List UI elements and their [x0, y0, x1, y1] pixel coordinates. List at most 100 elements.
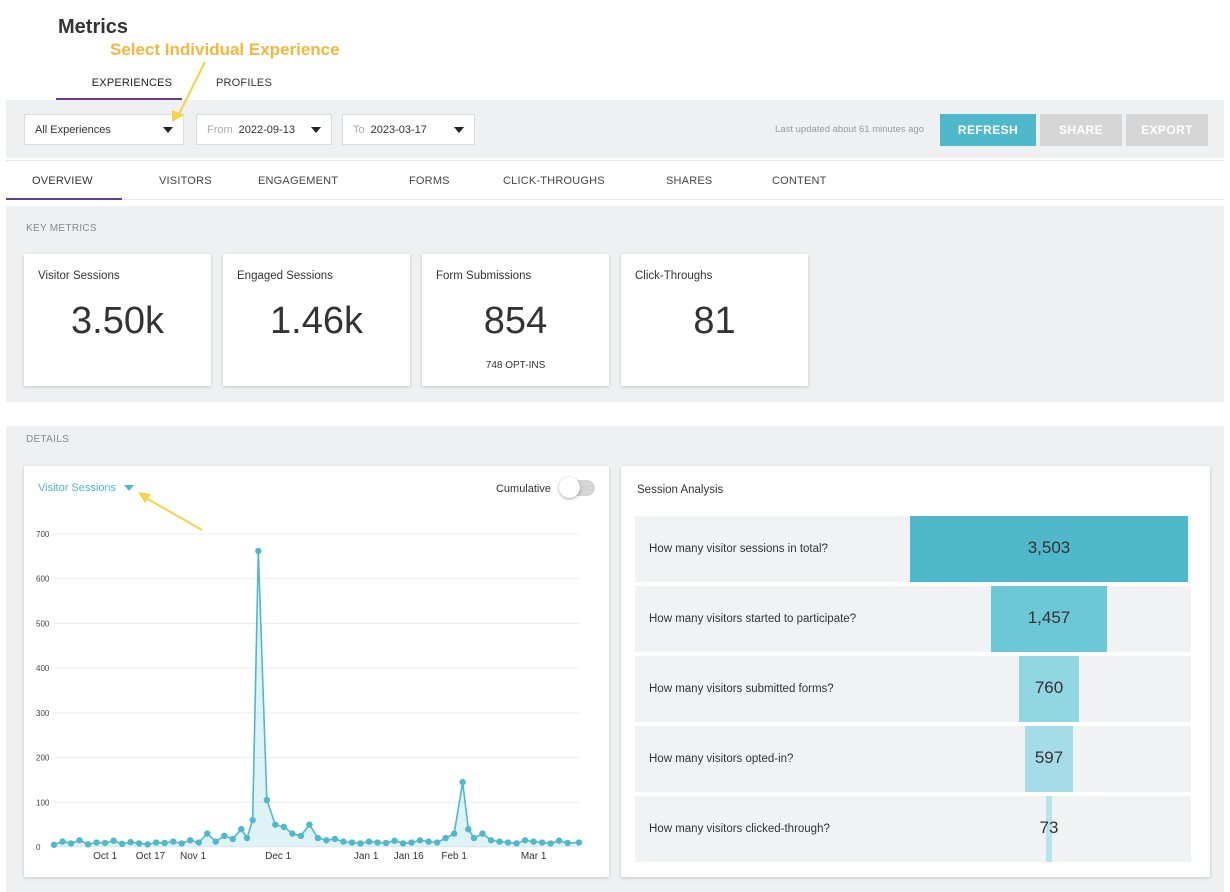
- data-point: [575, 839, 583, 846]
- x-tick-label: Oct 1: [93, 851, 117, 862]
- metric-card-engaged-sessions: Engaged Sessions 1.46k: [223, 254, 410, 386]
- chevron-down-icon: [311, 127, 321, 133]
- chevron-down-icon: [454, 127, 464, 133]
- session-question: How many visitor sessions in total?: [649, 543, 828, 555]
- y-tick-label: 700: [36, 530, 50, 539]
- x-tick-label: Mar 1: [521, 851, 547, 862]
- metric-sub-value: 748 OPT-INS: [485, 360, 546, 371]
- tab-content[interactable]: CONTENT: [772, 175, 827, 187]
- data-point: [504, 839, 512, 846]
- annotation-label: Select Individual Experience: [110, 40, 340, 59]
- data-point: [127, 838, 134, 846]
- data-point: [221, 832, 228, 840]
- y-tick-label: 100: [36, 798, 50, 807]
- tab-engagement[interactable]: ENGAGEMENT: [258, 175, 339, 187]
- tab-shares[interactable]: SHARES: [666, 175, 713, 187]
- chart-metric-value: Visitor Sessions: [38, 482, 117, 494]
- session-analysis-row: How many visitors started to participate…: [635, 586, 1191, 652]
- to-label: To: [353, 123, 365, 136]
- data-point: [442, 834, 449, 842]
- metric-label: Visitor Sessions: [38, 270, 120, 282]
- export-button[interactable]: EXPORT: [1126, 114, 1208, 146]
- from-date-value: 2022-09-13: [238, 123, 295, 136]
- data-point: [399, 840, 407, 847]
- session-analysis-row: How many visitors clicked-through? 73: [635, 796, 1191, 862]
- y-tick-label: 400: [36, 664, 50, 673]
- session-value: 3,503: [1027, 538, 1071, 557]
- details-section: DETAILS 0 100 200 300 400 500 600 700 Oct 1 Oct 1…: [6, 426, 1224, 892]
- data-point: [178, 840, 185, 847]
- to-date-select[interactable]: To 2023-03-17: [342, 114, 475, 145]
- data-point: [93, 839, 100, 846]
- session-analysis-row: How many visitors submitted forms? 760: [635, 656, 1191, 722]
- data-point: [323, 837, 330, 844]
- x-tick-label: Dec 1: [265, 851, 292, 862]
- data-point: [564, 839, 571, 847]
- data-point: [538, 839, 546, 846]
- tab-overview[interactable]: OVERVIEW: [32, 175, 93, 187]
- metric-value: 81: [693, 300, 736, 342]
- tab-click-throughs[interactable]: CLICK-THROUGHS: [503, 175, 605, 187]
- refresh-button[interactable]: REFRESH: [940, 114, 1036, 146]
- data-point: [249, 816, 256, 824]
- metric-card-click-throughs: Click-Throughs 81: [621, 254, 808, 386]
- data-point: [144, 841, 151, 848]
- key-metrics-label: KEY METRICS: [26, 223, 97, 234]
- session-question: How many visitors submitted forms?: [649, 683, 834, 695]
- session-value: 73: [1039, 818, 1059, 837]
- data-point: [110, 837, 117, 844]
- metrics-tabs: OVERVIEW VISITORS ENGAGEMENT FORMS CLICK…: [6, 160, 1224, 200]
- data-point: [433, 839, 441, 846]
- data-point: [416, 837, 424, 844]
- visitor-sessions-chart-card: 0 100 200 300 400 500 600 700 Oct 1 Oct 17 Nov 1 De…: [24, 466, 609, 877]
- data-point: [513, 840, 520, 847]
- session-analysis-row: How many visitor sessions in total? 3,503: [635, 516, 1191, 582]
- data-point: [496, 838, 503, 845]
- data-point: [289, 830, 296, 837]
- tab-profiles[interactable]: PROFILES: [216, 77, 273, 89]
- experience-select[interactable]: All Experiences: [24, 114, 184, 145]
- data-point: [255, 547, 262, 555]
- data-point: [348, 839, 356, 846]
- data-point: [465, 825, 472, 833]
- data-point: [101, 839, 109, 847]
- tab-visitors[interactable]: VISITORS: [159, 175, 212, 187]
- data-point: [391, 837, 398, 844]
- data-point: [479, 830, 486, 837]
- x-tick-label: Jan 1: [354, 851, 379, 862]
- cumulative-toggle[interactable]: [559, 477, 595, 498]
- y-tick-label: 500: [36, 619, 50, 628]
- data-point: [84, 841, 92, 848]
- metric-label: Click-Throughs: [635, 270, 713, 282]
- y-tick-label: 200: [36, 754, 50, 763]
- session-analysis-title: Session Analysis: [637, 484, 724, 496]
- x-tick-label: Feb 1: [441, 851, 467, 862]
- session-question: How many visitors clicked-through?: [649, 823, 830, 835]
- data-point: [459, 778, 466, 786]
- x-tick-label: Nov 1: [180, 851, 207, 862]
- top-tabs: EXPERIENCES PROFILES: [56, 74, 298, 100]
- x-tick-label: Oct 17: [136, 851, 166, 862]
- chart-metric-dropdown[interactable]: Visitor Sessions: [38, 482, 135, 494]
- y-tick-label: 600: [36, 575, 50, 584]
- data-point: [195, 839, 202, 846]
- session-value: 597: [1034, 748, 1064, 767]
- data-point: [161, 839, 168, 847]
- session-value: 1,457: [1027, 608, 1071, 627]
- data-point: [187, 837, 194, 844]
- share-button[interactable]: SHARE: [1040, 114, 1122, 146]
- data-point: [555, 837, 563, 844]
- session-bar: [991, 586, 1107, 652]
- data-point: [374, 839, 381, 846]
- data-point: [365, 838, 373, 845]
- data-point: [152, 839, 160, 846]
- tab-forms[interactable]: FORMS: [409, 175, 450, 187]
- data-point: [135, 840, 143, 847]
- data-point: [280, 823, 288, 831]
- tab-experiences[interactable]: EXPERIENCES: [56, 74, 182, 100]
- data-point: [67, 840, 75, 847]
- data-point: [521, 837, 529, 844]
- session-value: 760: [1034, 678, 1064, 697]
- data-point: [212, 838, 219, 845]
- from-date-select[interactable]: From 2022-09-13: [196, 114, 332, 145]
